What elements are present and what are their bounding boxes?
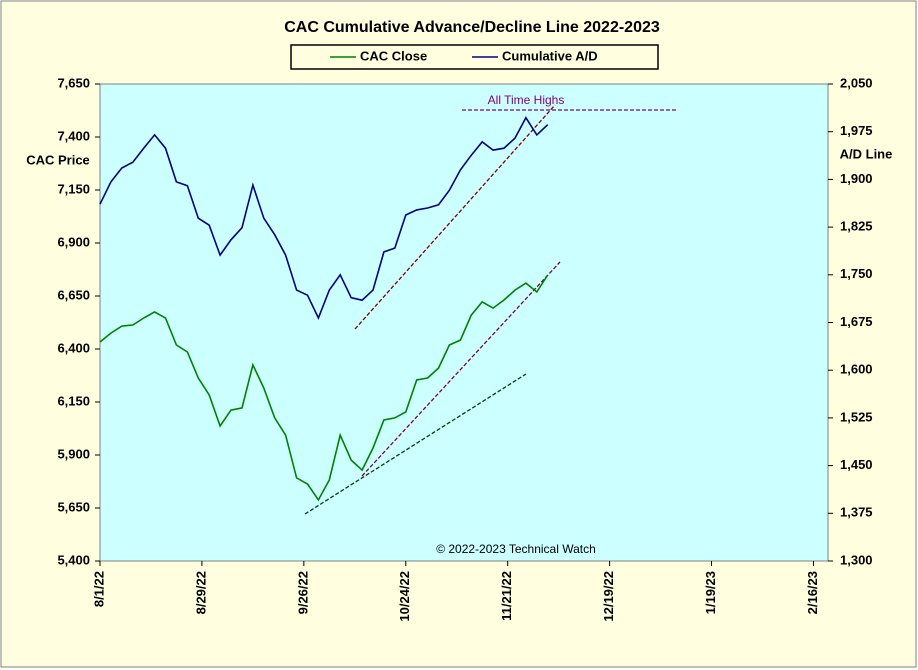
- trend-line: [354, 104, 556, 330]
- y2-tick-label: 1,825: [840, 219, 873, 234]
- series-line: [99, 274, 549, 502]
- y-tick-label: 6,150: [57, 393, 90, 408]
- y-tick-label: 5,900: [57, 446, 90, 461]
- y2-tick-label: 1,450: [840, 457, 873, 472]
- x-tick-label: 8/1/22: [91, 571, 106, 607]
- y-tick-label: 5,650: [57, 499, 90, 514]
- legend-label: Cumulative A/D: [502, 48, 598, 63]
- y2-tick-label: 2,050: [840, 75, 873, 90]
- x-tick-label: 12/19/22: [601, 571, 616, 622]
- series-line: [99, 116, 549, 321]
- y2-tick-label: 1,525: [840, 409, 873, 424]
- chart-title: CAC Cumulative Advance/Decline Line 2022…: [284, 19, 660, 36]
- y2-tick-label: 1,900: [840, 171, 873, 186]
- y-tick-label: 7,650: [57, 75, 90, 90]
- annotation: All Time Highs: [488, 93, 565, 107]
- x-tick-label: 9/26/22: [295, 571, 310, 614]
- x-tick-label: 11/21/22: [499, 571, 514, 621]
- y2-tick-label: 1,375: [840, 505, 873, 520]
- y-tick-label: 5,400: [57, 552, 90, 567]
- y2-tick-label: 1,750: [840, 266, 873, 281]
- trend-line: [361, 261, 561, 477]
- y2-tick-label: 1,675: [840, 314, 873, 329]
- y-tick-label: 7,150: [57, 181, 90, 196]
- y-tick-label: 6,900: [57, 234, 90, 249]
- x-tick-label: 1/19/23: [703, 571, 718, 614]
- y-tick-label: 6,400: [57, 340, 90, 355]
- y-axis-label: CAC Price: [26, 152, 90, 167]
- plot-area: [99, 83, 829, 562]
- y2-tick-label: 1,600: [840, 362, 873, 377]
- y-tick-label: 7,400: [57, 128, 90, 143]
- copyright: © 2022-2023 Technical Watch: [436, 542, 596, 556]
- x-tick-label: 8/29/22: [193, 571, 208, 614]
- x-tick-label: 10/24/22: [397, 571, 412, 622]
- trend-lines: [304, 104, 678, 515]
- y2-axis-label: A/D Line: [840, 146, 893, 161]
- legend-label: CAC Close: [360, 48, 427, 63]
- y2-tick-label: 1,975: [840, 123, 873, 138]
- trend-line: [304, 373, 527, 515]
- y-tick-label: 6,650: [57, 287, 90, 302]
- y2-tick-label: 1,300: [840, 552, 873, 567]
- x-tick-label: 2/16/23: [805, 571, 820, 614]
